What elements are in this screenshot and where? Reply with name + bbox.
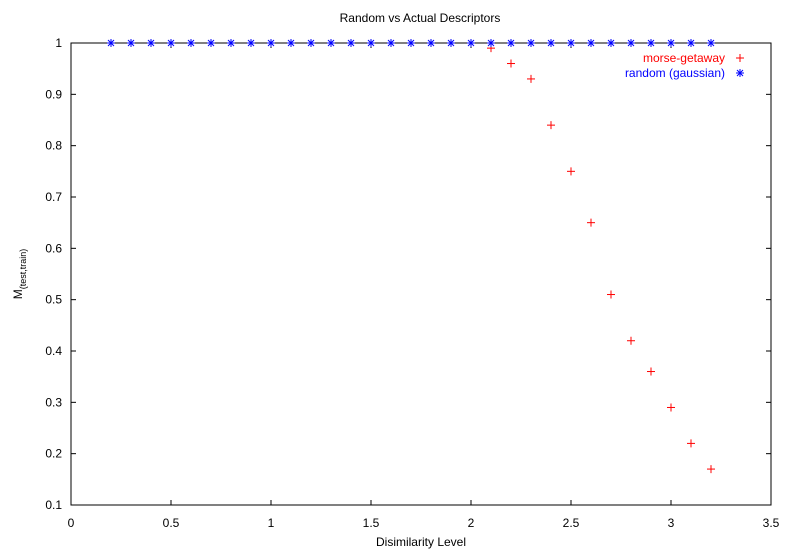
- data-point: [167, 39, 175, 47]
- legend-marker: [736, 54, 744, 62]
- x-tick-label: 2: [468, 516, 475, 530]
- y-tick-label: 0.5: [45, 293, 62, 307]
- data-point: [327, 39, 335, 47]
- series-0: [107, 39, 715, 474]
- data-point: [427, 39, 435, 47]
- data-point: [467, 39, 475, 47]
- y-tick-label: 1: [55, 36, 62, 50]
- legend-label: random (gaussian): [625, 66, 725, 80]
- data-point: [367, 39, 375, 47]
- data-point: [207, 39, 215, 47]
- data-point: [147, 39, 155, 47]
- legend-marker: [736, 69, 744, 77]
- x-tick-label: 3.5: [763, 516, 780, 530]
- data-point: [387, 39, 395, 47]
- data-point: [547, 121, 555, 130]
- data-point: [507, 59, 515, 68]
- data-point: [287, 39, 295, 47]
- data-point: [707, 39, 715, 47]
- chart-title: Random vs Actual Descriptors: [340, 11, 501, 25]
- y-tick-label: 0.4: [45, 344, 62, 358]
- data-point: [447, 39, 455, 47]
- data-point: [127, 39, 135, 47]
- y-axis-label: M(test,train): [11, 249, 28, 300]
- data-point: [307, 39, 315, 47]
- data-point: [607, 39, 615, 47]
- data-point: [587, 39, 595, 47]
- data-point: [627, 39, 635, 47]
- plot-frame: [70, 42, 772, 506]
- data-point: [667, 39, 675, 47]
- y-axis-label-main: M: [11, 289, 25, 299]
- series-1: [107, 39, 715, 47]
- y-tick-label: 0.6: [45, 241, 62, 255]
- data-point: [227, 39, 235, 47]
- y-tick-label: 0.7: [45, 190, 62, 204]
- data-point: [687, 439, 695, 448]
- y-tick-label: 0.2: [45, 447, 62, 461]
- data-point: [707, 465, 715, 474]
- x-axis-label: Disimilarity Level: [376, 535, 466, 549]
- y-axis-label-subscript: (test,train): [18, 249, 28, 290]
- y-axis-ticks: 0.1 0.2 0.3 0.4 0.5 0.6 0.7 0.8 0.9 1: [45, 36, 771, 512]
- x-tick-label: 3: [668, 516, 675, 530]
- data-point: [527, 39, 535, 47]
- data-point: [527, 74, 535, 83]
- data-point: [267, 39, 275, 47]
- y-tick-label: 0.9: [45, 87, 62, 101]
- data-point: [667, 403, 675, 412]
- data-point: [407, 39, 415, 47]
- data-point: [347, 39, 355, 47]
- data-point: [627, 336, 635, 345]
- data-point: [107, 39, 115, 47]
- data-point: [547, 39, 555, 47]
- x-tick-label: 2.5: [563, 516, 580, 530]
- x-tick-label: 1: [268, 516, 275, 530]
- data-point: [567, 167, 575, 176]
- data-point: [647, 39, 655, 47]
- data-point: [587, 218, 595, 227]
- data-point: [247, 39, 255, 47]
- data-point: [607, 290, 615, 299]
- series-layer: [107, 39, 715, 474]
- x-tick-label: 0.5: [163, 516, 180, 530]
- data-point: [487, 39, 495, 47]
- y-tick-label: 0.1: [45, 498, 62, 512]
- data-point: [567, 39, 575, 47]
- legend-label: morse-getaway: [643, 51, 725, 65]
- y-tick-label: 0.8: [45, 139, 62, 153]
- data-point: [507, 39, 515, 47]
- x-tick-label: 0: [68, 516, 75, 530]
- data-point: [687, 39, 695, 47]
- x-axis-ticks: 0 0.5 1 1.5 2 2.5 3 3.5: [68, 43, 780, 530]
- y-tick-label: 0.3: [45, 395, 62, 409]
- data-point: [187, 39, 195, 47]
- x-tick-label: 1.5: [363, 516, 380, 530]
- data-point: [647, 367, 655, 376]
